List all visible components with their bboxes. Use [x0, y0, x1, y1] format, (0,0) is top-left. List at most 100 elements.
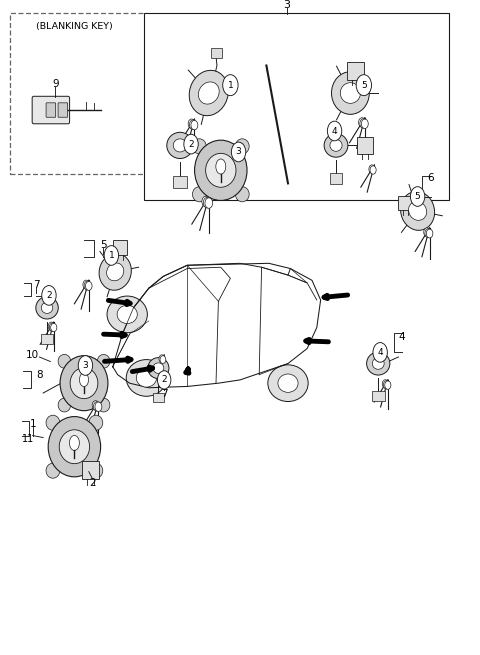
Ellipse shape	[198, 82, 219, 104]
Ellipse shape	[192, 187, 206, 202]
Polygon shape	[113, 263, 321, 388]
Text: (BLANKING KEY): (BLANKING KEY)	[36, 22, 113, 31]
Ellipse shape	[46, 463, 60, 478]
Ellipse shape	[278, 374, 298, 392]
Circle shape	[359, 118, 365, 127]
Ellipse shape	[332, 71, 369, 115]
Bar	[398, 196, 413, 210]
Bar	[153, 393, 164, 402]
Ellipse shape	[330, 140, 342, 151]
Text: 3: 3	[83, 361, 88, 370]
Ellipse shape	[148, 358, 169, 379]
Ellipse shape	[117, 305, 137, 324]
Ellipse shape	[340, 83, 360, 103]
Ellipse shape	[97, 354, 110, 368]
Circle shape	[327, 121, 342, 141]
Text: 1: 1	[29, 419, 36, 430]
Circle shape	[78, 356, 93, 375]
Text: 9: 9	[52, 79, 59, 89]
Circle shape	[384, 381, 390, 389]
Bar	[173, 176, 187, 188]
Circle shape	[191, 121, 198, 130]
Circle shape	[157, 371, 171, 389]
Bar	[357, 137, 373, 154]
Ellipse shape	[48, 417, 101, 477]
Circle shape	[42, 286, 56, 305]
Circle shape	[104, 246, 119, 265]
Ellipse shape	[70, 436, 79, 451]
Ellipse shape	[58, 398, 71, 412]
Circle shape	[202, 196, 210, 207]
FancyBboxPatch shape	[32, 96, 70, 124]
Circle shape	[188, 119, 195, 128]
Ellipse shape	[107, 263, 124, 281]
Bar	[211, 48, 222, 58]
Circle shape	[95, 402, 102, 411]
Bar	[329, 173, 343, 183]
FancyBboxPatch shape	[10, 13, 146, 174]
Circle shape	[382, 380, 388, 388]
Ellipse shape	[46, 415, 60, 430]
Ellipse shape	[70, 367, 98, 399]
Ellipse shape	[205, 153, 236, 187]
Text: 4: 4	[332, 126, 337, 136]
Circle shape	[51, 324, 57, 331]
Circle shape	[184, 134, 198, 154]
Ellipse shape	[60, 356, 108, 411]
Circle shape	[385, 381, 391, 389]
Ellipse shape	[189, 70, 228, 116]
Circle shape	[410, 187, 425, 206]
Text: 5: 5	[415, 192, 420, 201]
Circle shape	[425, 229, 432, 238]
Text: 2: 2	[188, 140, 194, 149]
FancyBboxPatch shape	[144, 13, 449, 200]
Text: 2: 2	[46, 291, 52, 300]
Circle shape	[373, 343, 387, 362]
Text: 3: 3	[284, 0, 290, 10]
Text: 3: 3	[236, 147, 241, 157]
Bar	[347, 62, 364, 79]
Ellipse shape	[89, 463, 103, 478]
Ellipse shape	[89, 415, 103, 430]
FancyBboxPatch shape	[46, 103, 56, 117]
Ellipse shape	[194, 140, 247, 200]
Ellipse shape	[367, 352, 390, 375]
Ellipse shape	[235, 139, 249, 154]
Bar	[82, 461, 99, 479]
Circle shape	[83, 280, 89, 289]
Circle shape	[160, 356, 166, 364]
Circle shape	[159, 355, 165, 363]
Circle shape	[231, 142, 246, 162]
Text: 8: 8	[36, 369, 43, 380]
Circle shape	[205, 198, 213, 208]
Text: 2: 2	[89, 478, 96, 489]
Text: 1: 1	[108, 251, 114, 260]
Ellipse shape	[268, 365, 308, 402]
Text: 7: 7	[161, 389, 168, 400]
Ellipse shape	[372, 358, 384, 369]
Circle shape	[204, 197, 211, 208]
Circle shape	[369, 165, 375, 174]
Ellipse shape	[192, 139, 206, 154]
Text: 5: 5	[100, 240, 107, 250]
Ellipse shape	[216, 159, 226, 174]
Ellipse shape	[41, 302, 53, 313]
Circle shape	[190, 120, 196, 130]
Bar	[113, 240, 127, 255]
Bar	[372, 390, 384, 401]
Circle shape	[85, 282, 92, 290]
Circle shape	[361, 119, 368, 128]
Ellipse shape	[59, 430, 90, 464]
Ellipse shape	[167, 132, 193, 159]
Text: 4: 4	[399, 332, 406, 343]
Ellipse shape	[126, 360, 167, 396]
Ellipse shape	[401, 191, 434, 231]
Circle shape	[360, 119, 367, 128]
Circle shape	[94, 402, 100, 411]
Ellipse shape	[80, 373, 88, 386]
Text: 10: 10	[26, 350, 39, 360]
Ellipse shape	[153, 363, 164, 373]
Text: 1: 1	[228, 81, 233, 90]
Ellipse shape	[235, 187, 249, 202]
Text: 4: 4	[377, 348, 383, 357]
